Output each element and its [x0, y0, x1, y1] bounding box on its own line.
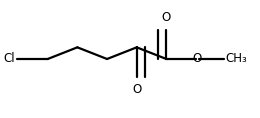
Text: O: O — [132, 84, 141, 97]
Text: O: O — [193, 53, 202, 65]
Text: O: O — [162, 11, 171, 24]
Text: Cl: Cl — [4, 53, 15, 65]
Text: CH₃: CH₃ — [226, 53, 248, 65]
